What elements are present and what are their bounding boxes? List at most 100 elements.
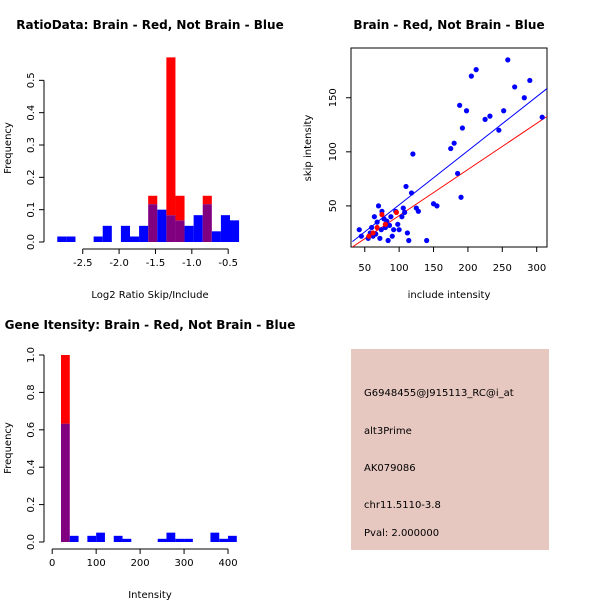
gene-histogram-title: Gene Itensity: Brain - Red, Not Brain - …	[5, 318, 296, 332]
y-tick-label: 1.0	[26, 347, 37, 363]
not-brain-point	[375, 203, 382, 209]
accession: AK079086	[364, 463, 416, 474]
not-brain-bar	[157, 538, 167, 542]
ratio-bars-brain	[148, 57, 212, 221]
scatter-y-ticks: 50 100 150	[328, 88, 351, 212]
not-brain-point	[521, 95, 527, 101]
not-brain-bar	[175, 538, 185, 542]
scatter-plot-box	[350, 47, 548, 248]
brain-bar	[202, 195, 212, 205]
info-panel: G6948455@J915113_RC@i_at alt3Prime AK079…	[351, 349, 549, 550]
not-brain-point	[501, 108, 507, 114]
scatter-fit-lines	[352, 87, 547, 247]
not-brain-bar	[122, 538, 132, 542]
x-tick-label: -0.5	[218, 258, 238, 269]
gene-y-ticks: 0.0 0.2 0.4 0.6 0.8 1.0	[26, 347, 44, 550]
not-brain-point	[496, 127, 502, 133]
ratio-bars-not-brain	[57, 204, 240, 242]
pval-text: Pval: 2.000000	[364, 528, 439, 539]
not-brain-point	[505, 57, 511, 63]
y-tick-label: 150	[328, 88, 339, 107]
not-brain-bar	[113, 535, 123, 542]
x-tick-label: -1.5	[146, 258, 166, 269]
not-brain-bar	[66, 236, 76, 242]
ratio-y-ticks: 0.0 0.1 0.2 0.3 0.4 0.5	[26, 72, 44, 250]
not-brain-bar	[120, 225, 130, 242]
event-type: alt3Prime	[364, 426, 412, 437]
not-brain-point	[369, 224, 375, 231]
not-brain-bar	[96, 532, 105, 542]
not-brain-bar	[193, 215, 203, 242]
y-tick-label: 100	[328, 142, 339, 161]
overlap-bar	[148, 204, 158, 242]
not-brain-bar	[230, 220, 240, 242]
x-tick-label: 300	[175, 558, 194, 569]
ratio-histogram-title: RatioData: Brain - Red, Not Brain - Blue	[16, 18, 283, 32]
not-brain-bar	[228, 535, 237, 542]
scatter-title: Brain - Red, Not Brain - Blue	[353, 18, 544, 32]
not-brain-bar	[87, 535, 97, 542]
scatter-y-label: skip intensity	[303, 115, 314, 182]
not-brain-bar	[210, 532, 220, 542]
not-brain-point	[391, 227, 397, 233]
y-tick-label: 0.4	[26, 459, 37, 475]
overlap-bar	[60, 423, 70, 542]
overlap-bar	[202, 204, 212, 242]
overlap-bar	[166, 215, 176, 242]
not-brain-point	[473, 67, 479, 73]
not-brain-point	[527, 77, 533, 84]
x-tick-label: 100	[390, 263, 409, 274]
gene-bars-not-brain	[60, 423, 237, 542]
brain-point	[374, 224, 380, 231]
brain-bar	[175, 195, 185, 221]
x-tick-label: -2.5	[73, 258, 93, 269]
not-brain-point	[415, 208, 421, 214]
not-brain-point	[448, 145, 454, 152]
not-brain-point	[378, 227, 384, 233]
not-brain-point	[454, 170, 461, 177]
x-tick-label: 400	[218, 558, 237, 569]
not-brain-point	[389, 233, 395, 239]
not-brain-bar	[184, 538, 193, 542]
scatter-points-not-brain	[356, 57, 545, 244]
gene-y-label: Frequency	[3, 422, 14, 474]
not-brain-point	[451, 140, 457, 146]
blue-fit-line	[352, 87, 547, 242]
scatter-points-brain	[366, 209, 399, 239]
x-tick-label: 50	[358, 263, 371, 274]
x-tick-label: 0	[49, 558, 55, 569]
y-tick-label: 0.1	[26, 202, 37, 218]
not-brain-point	[388, 214, 394, 220]
scatter-x-label: include intensity	[408, 290, 491, 301]
not-brain-point	[457, 102, 463, 108]
y-tick-label: 50	[328, 200, 339, 213]
y-tick-label: 0.0	[26, 234, 37, 250]
x-tick-label: -1.0	[182, 258, 202, 269]
not-brain-bar	[166, 532, 176, 542]
y-tick-label: 0.8	[26, 384, 37, 400]
not-brain-point	[408, 190, 415, 196]
not-brain-bar	[130, 236, 140, 242]
brain-bar	[60, 355, 70, 424]
brain-point	[379, 211, 385, 218]
brain-bar	[148, 195, 158, 205]
not-brain-bar	[57, 236, 67, 242]
not-brain-point	[396, 227, 402, 233]
brain-point	[382, 221, 388, 227]
not-brain-point	[482, 116, 488, 122]
not-brain-point	[463, 108, 470, 114]
x-tick-label: 100	[87, 558, 106, 569]
gene-bars-brain	[60, 355, 70, 424]
x-tick-label: 150	[424, 263, 443, 274]
ratio-histogram: RatioData: Brain - Red, Not Brain - Blue…	[3, 18, 284, 301]
info-panel-background	[351, 349, 549, 550]
not-brain-point	[468, 73, 474, 79]
ratio-x-ticks: -2.5 -2.0 -1.5 -1.0 -0.5	[73, 249, 238, 269]
genomic-location: chr11.5110-3.8	[364, 500, 441, 511]
y-tick-label: 0.2	[26, 169, 37, 185]
not-brain-bar	[211, 231, 221, 242]
gene-x-ticks: 0 100 200 300 400	[49, 549, 238, 569]
x-tick-label: -2.0	[109, 258, 129, 269]
overlap-bar	[175, 220, 185, 242]
